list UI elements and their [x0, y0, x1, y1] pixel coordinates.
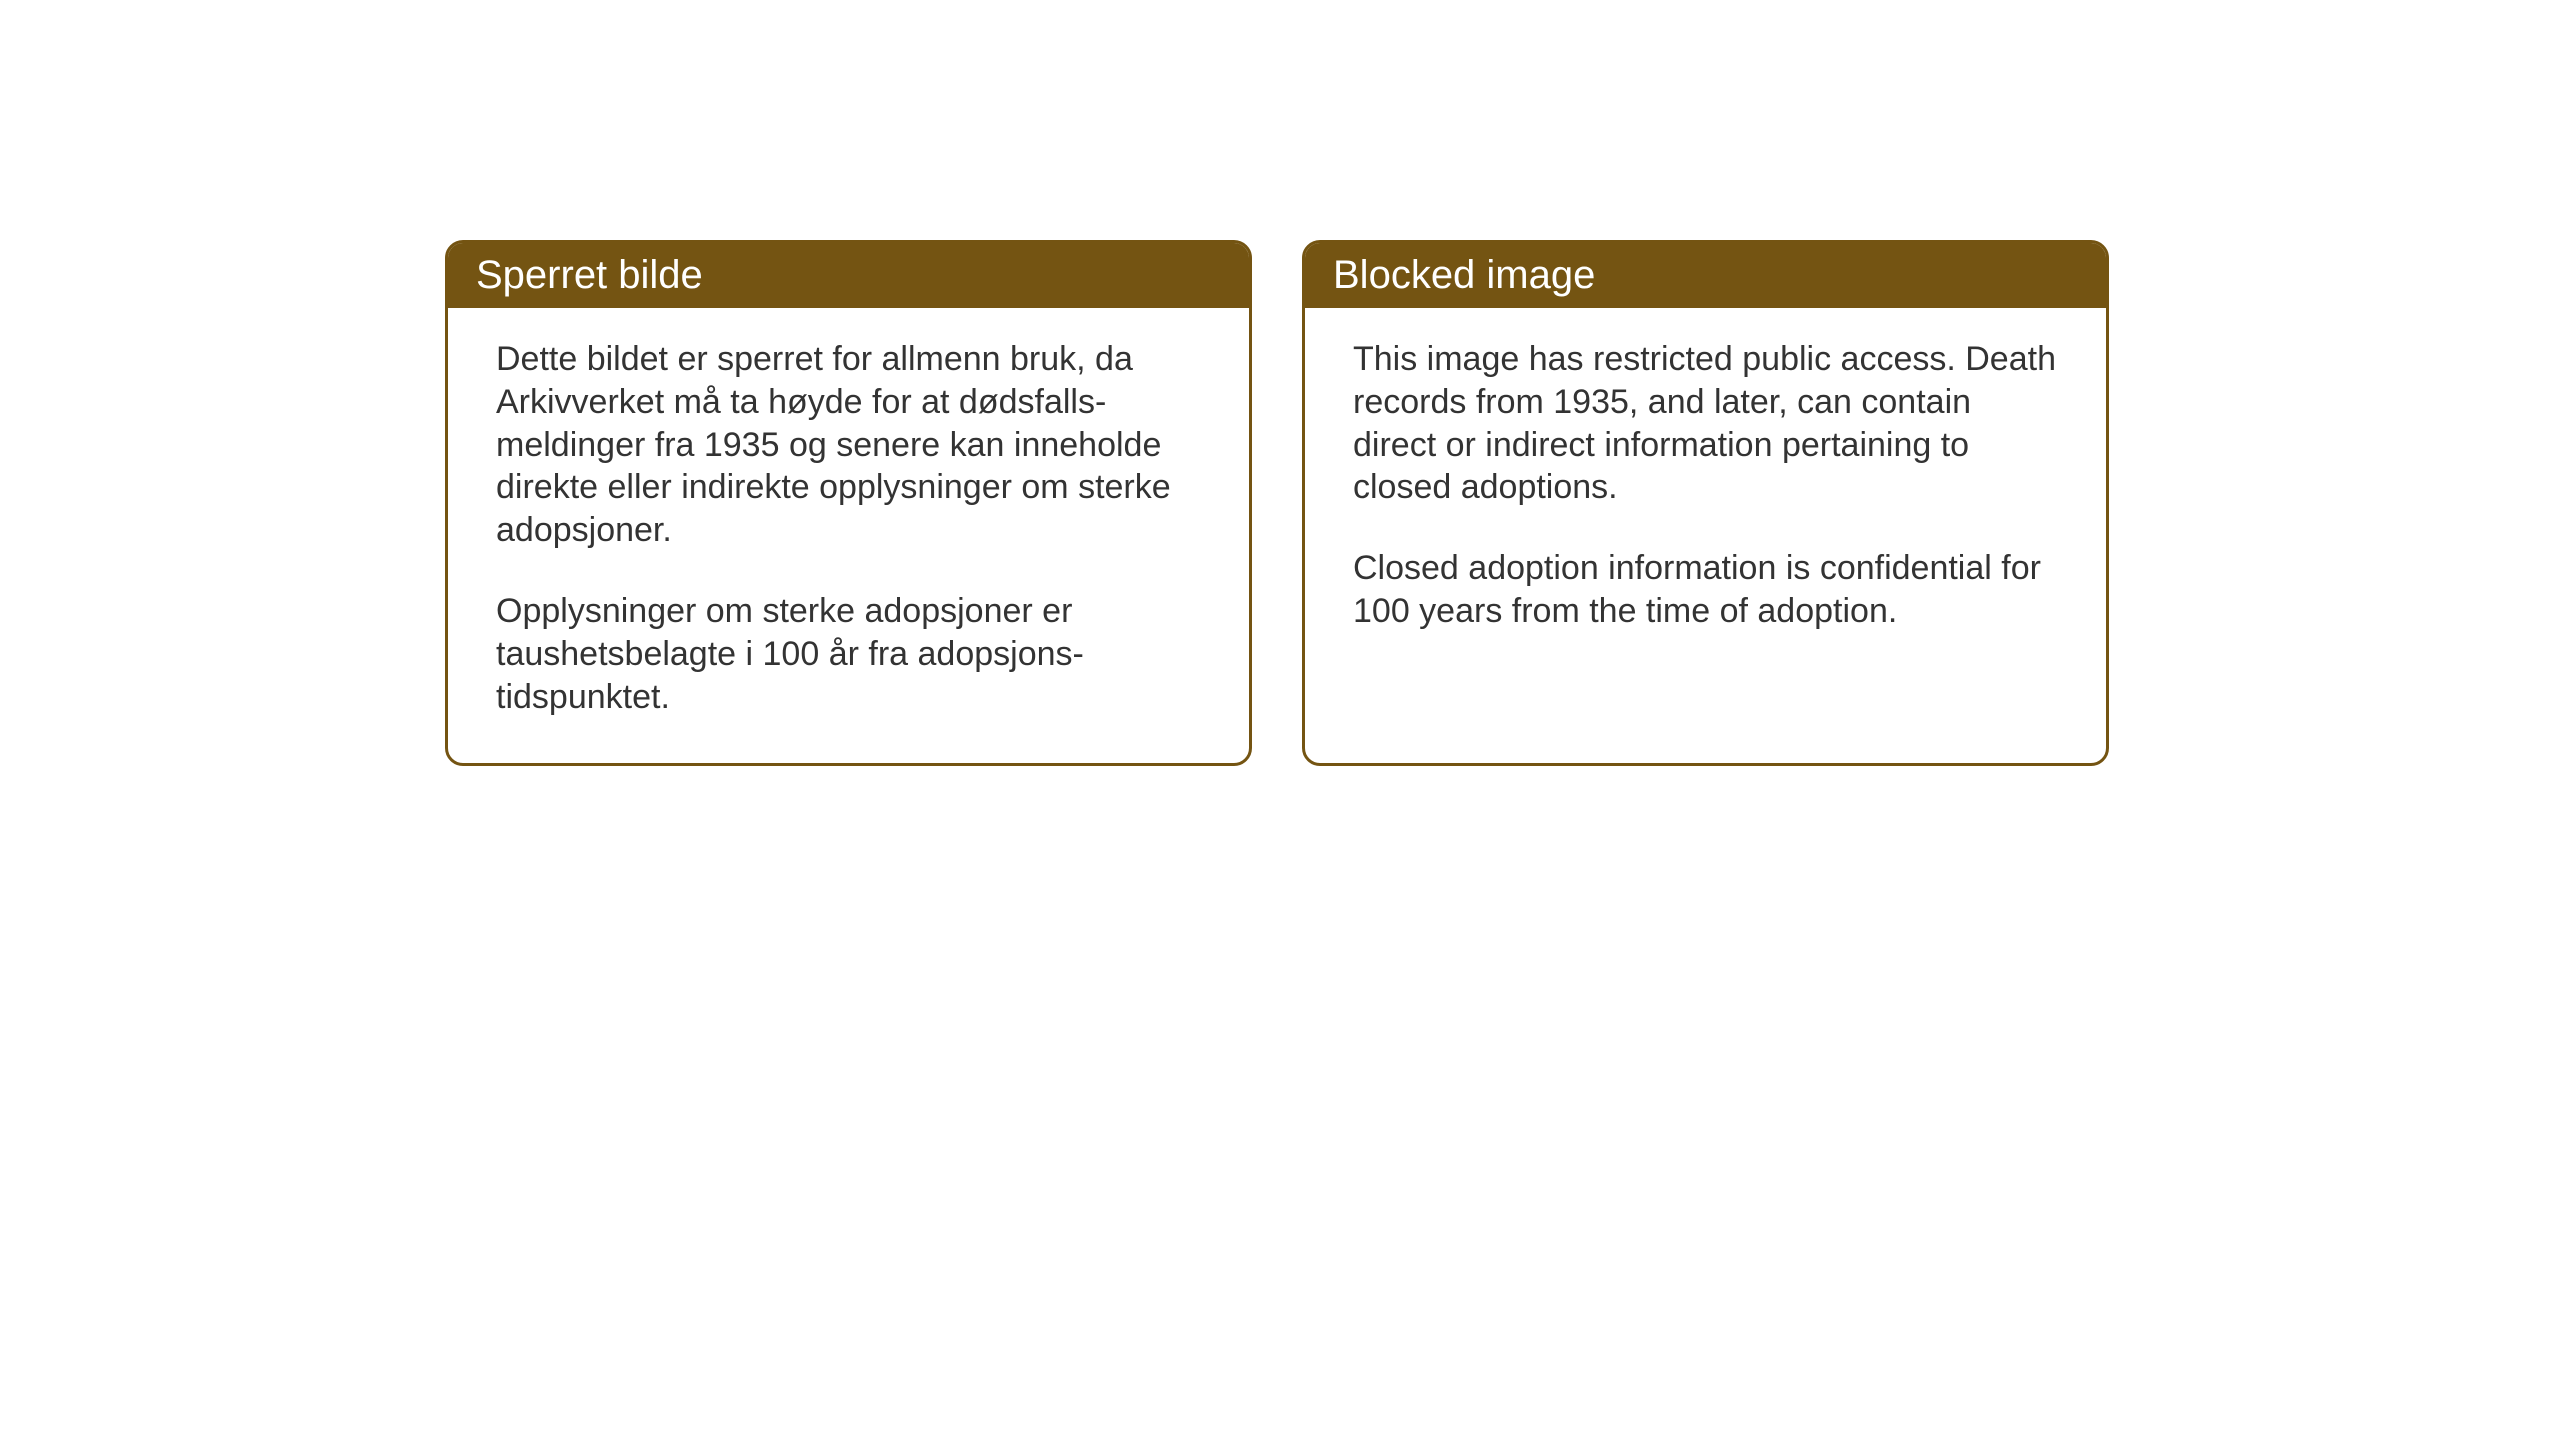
notice-card-english: Blocked image This image has restricted … — [1302, 240, 2109, 766]
notice-paragraph-2-english: Closed adoption information is confident… — [1353, 547, 2058, 633]
notice-paragraph-1-norwegian: Dette bildet er sperret for allmenn bruk… — [496, 338, 1201, 552]
notice-body-english: This image has restricted public access.… — [1305, 308, 2106, 748]
notice-container: Sperret bilde Dette bildet er sperret fo… — [0, 0, 2560, 766]
notice-paragraph-1-english: This image has restricted public access.… — [1353, 338, 2058, 509]
notice-body-norwegian: Dette bildet er sperret for allmenn bruk… — [448, 308, 1249, 763]
notice-header-norwegian: Sperret bilde — [448, 243, 1249, 308]
notice-title-english: Blocked image — [1333, 253, 1595, 297]
notice-title-norwegian: Sperret bilde — [476, 253, 703, 297]
notice-header-english: Blocked image — [1305, 243, 2106, 308]
notice-card-norwegian: Sperret bilde Dette bildet er sperret fo… — [445, 240, 1252, 766]
notice-paragraph-2-norwegian: Opplysninger om sterke adopsjoner er tau… — [496, 590, 1201, 718]
